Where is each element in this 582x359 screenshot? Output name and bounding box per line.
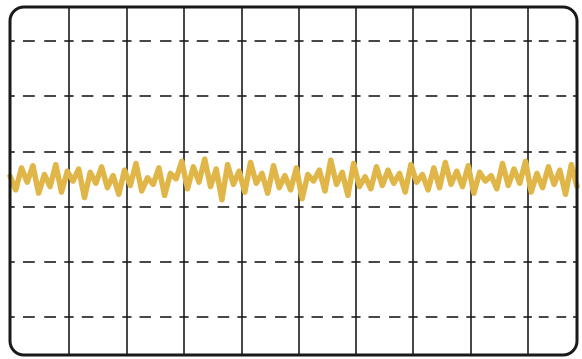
grid-minor-dashes bbox=[10, 40, 577, 318]
signal-trace bbox=[7, 156, 580, 203]
screen-border bbox=[8, 5, 579, 357]
